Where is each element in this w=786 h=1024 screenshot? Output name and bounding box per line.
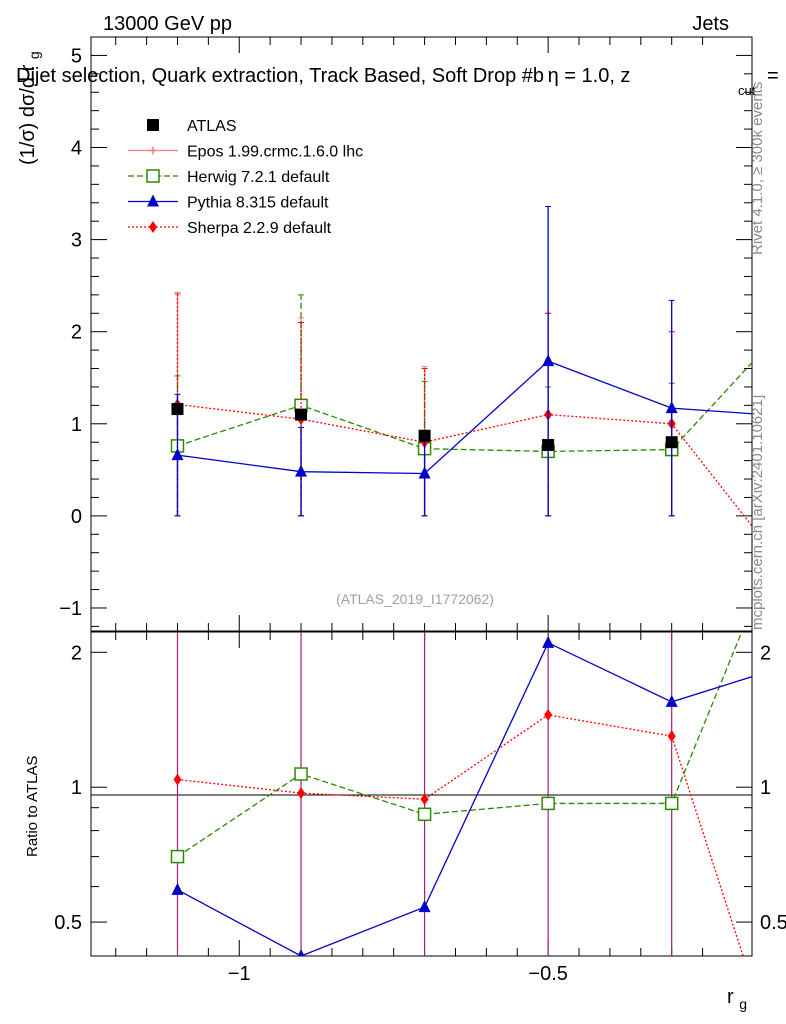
ratio-point: [542, 635, 555, 648]
main-point: [295, 464, 308, 477]
main-point: [418, 429, 431, 442]
main-point: [171, 448, 184, 461]
legend-marker: [146, 169, 160, 183]
main-ylabel: (1/σ) dσ/d r g: [17, 51, 42, 165]
ratio-point: [544, 708, 553, 721]
x-axis-label-base: r: [727, 986, 734, 1008]
legend-label: Pythia 8.315 default: [187, 195, 329, 212]
plot-title-eta: η = 1.0, z: [548, 65, 631, 87]
ratio-series-1: [171, 635, 770, 956]
ratio-series-0: [170, 632, 743, 864]
ratio-point: [297, 949, 305, 956]
ratio-point: [760, 1015, 768, 1024]
ratio-series-line: [177, 641, 752, 956]
ratio-panel-frame: [90, 631, 753, 957]
ratio-point: [541, 796, 555, 811]
x-ticks: −1 −0.5: [115, 37, 704, 985]
legend-marker: [147, 194, 159, 207]
ratio-series-line: [177, 632, 743, 858]
main-ytick-label: 1: [71, 414, 82, 436]
mcplots-watermark: mcplots.cern.ch [arXiv:2401.10621]: [749, 395, 766, 630]
plot-title-cut: cut: [738, 83, 756, 98]
ratio-ytick-label-right: 1: [760, 777, 771, 799]
main-series-line: [177, 403, 752, 528]
x-axis-label-sub: g: [739, 996, 747, 1012]
ratio-series-2: [173, 708, 768, 1024]
legend-label: Herwig 7.2.1 default: [187, 169, 330, 186]
ratio-ytick-label: 0.5: [54, 912, 82, 934]
main-series-3: [171, 205, 752, 517]
ratio-ylabel: Ratio to ATLAS: [24, 756, 41, 857]
main-ytick-label: 5: [71, 45, 82, 67]
main-series-0: [171, 403, 678, 451]
ratio-point: [417, 807, 432, 822]
main-point: [171, 403, 184, 416]
main-ytick-label: 4: [71, 138, 82, 160]
plot-title-tail: =: [767, 65, 779, 87]
legend-marker: [149, 146, 157, 155]
main-point: [665, 401, 678, 414]
legend-marker: [147, 119, 159, 131]
ratio-point: [173, 773, 182, 786]
main-point: [542, 438, 555, 451]
main-series-line: [177, 361, 752, 453]
ratio-series-line: [177, 714, 744, 956]
ratio-point: [418, 900, 431, 913]
main-series-line: [177, 360, 752, 475]
main-ticks: −1 0 1 2 3 4 5: [59, 36, 752, 627]
legend-label: ATLAS: [187, 118, 237, 135]
plot-title: Dijet selection, Quark extraction, Track…: [16, 65, 630, 87]
main-point: [758, 343, 770, 355]
main-data-layer: [170, 205, 770, 528]
ratio-point: [294, 767, 308, 781]
main-point: [295, 408, 308, 421]
ratio-ytick-label: 1: [71, 777, 82, 799]
ratio-point: [171, 882, 184, 895]
plot-title-main: Dijet selection, Quark extraction, Track…: [16, 65, 544, 87]
main-ytick-label: 0: [71, 506, 82, 528]
ratio-data-layer: [170, 632, 770, 1024]
legend-label: Epos 1.99.crmc.1.6.0 lhc: [187, 144, 363, 161]
legend-marker: [149, 221, 157, 233]
ratio-point: [420, 793, 429, 806]
ratio-point: [667, 730, 676, 743]
main-ytick-label: 2: [71, 322, 82, 344]
analysis-id: (ATLAS_2019_I1772062): [336, 591, 494, 607]
ratio-point: [664, 796, 679, 811]
x-tick-label: −0.5: [528, 963, 567, 985]
ratio-point: [758, 666, 770, 678]
energy-label: 13000 GeV pp: [103, 13, 232, 35]
ratio-ytick-label: 2: [71, 642, 82, 664]
ratio-ytick-label-right: 0.5: [760, 912, 786, 934]
main-ylabel-base: (1/σ) dσ/d r: [17, 64, 39, 165]
ratio-ytick-label-right: 2: [760, 642, 771, 664]
ratio-point: [297, 787, 306, 800]
legend: ATLAS Epos 1.99.crmc.1.6.0 lhc Herwig 7.2.…: [128, 118, 363, 237]
main-point: [418, 466, 431, 479]
ratio-ticks: 0.5 0.5 1 1 2 2: [54, 642, 786, 934]
x-tick-label: −1: [228, 963, 251, 985]
ratio-point: [170, 849, 185, 864]
main-ytick-label: −1: [59, 598, 82, 620]
main-point: [665, 436, 678, 449]
rivet-watermark: Rivet 4.1.0, ≥ 300k events: [749, 82, 766, 255]
ratio-point: [665, 694, 678, 707]
main-ytick-label: 3: [71, 230, 82, 252]
legend-label: Sherpa 2.2.9 default: [187, 220, 332, 237]
main-point: [542, 354, 555, 367]
main-ylabel-sub: g: [26, 51, 42, 59]
x-axis-label: r g: [727, 986, 747, 1012]
main-panel-frame: [90, 36, 753, 632]
category-label: Jets: [692, 13, 729, 35]
